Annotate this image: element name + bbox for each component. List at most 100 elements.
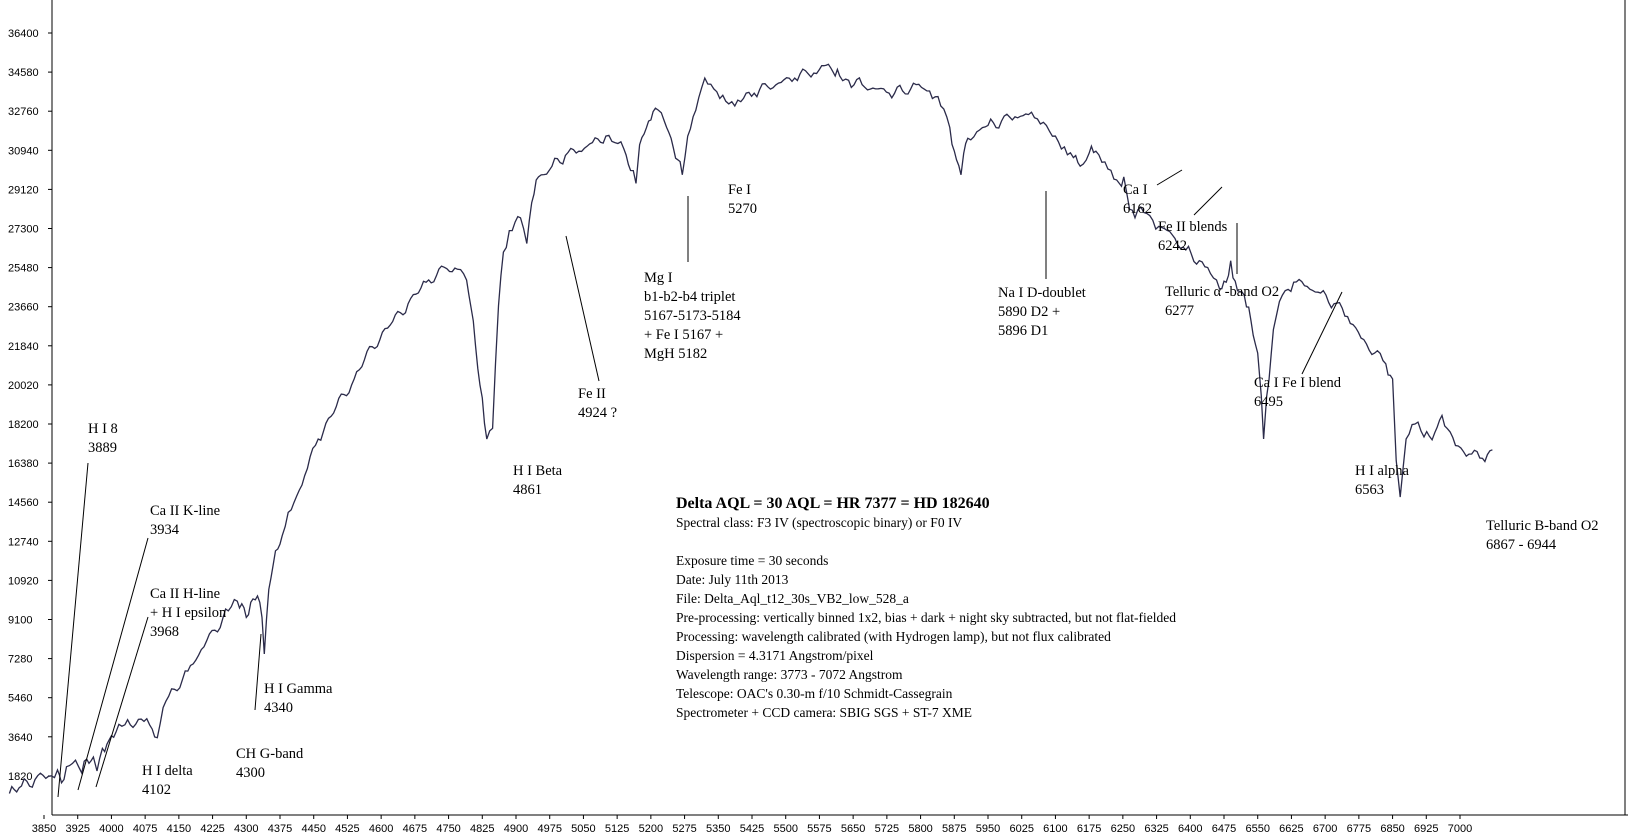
processing: Processing: wavelength calibrated (with …	[676, 629, 1111, 644]
x-tick-label: 4300	[234, 823, 258, 835]
x-tick-label: 5575	[807, 823, 831, 835]
ann-line-feii-blends	[1193, 186, 1223, 216]
y-tick-group: 1820 3640 5460 7280 9100 10920 12740 14560 16380…	[8, 28, 52, 783]
x-tick-label: 4075	[133, 823, 157, 835]
exposure-time: Exposure time = 30 seconds	[676, 553, 828, 568]
x-tick-label: 4975	[537, 823, 561, 835]
annotation-caii-k: Ca II K-line 3934	[150, 503, 224, 538]
x-tick-label: 4525	[335, 823, 359, 835]
ann-line-h8	[57, 462, 89, 798]
file-name: File: Delta_Aql_t12_30s_VB2_low_528_a	[676, 591, 909, 606]
y-tick-label: 7280	[8, 654, 32, 666]
x-tick-label: 5725	[875, 823, 899, 835]
y-tick-label: 23660	[8, 302, 39, 314]
x-tick-label: 5275	[672, 823, 696, 835]
x-tick-label: 3925	[65, 823, 89, 835]
x-tick-label: 6925	[1414, 823, 1438, 835]
ann-line-caii-h	[95, 616, 149, 788]
chart-title: Delta AQL = 30 AQL = HR 7377 = HD 182640	[676, 495, 990, 512]
x-tick-label: 6025	[1009, 823, 1033, 835]
x-tick-label: 5875	[942, 823, 966, 835]
y-tick-label: 36400	[8, 28, 39, 40]
annotation-cai-6162: Ca I 6162	[1123, 182, 1152, 217]
ann-line-caii-k	[77, 537, 149, 791]
y-tick-label: 27300	[8, 224, 39, 236]
annotation-labels: H I 8 3889 Ca II K-line 3934 Ca II H-lin…	[88, 182, 1602, 798]
y-tick-label: 30940	[8, 145, 39, 157]
wavelength-range: Wavelength range: 3773 - 7072 Angstrom	[676, 667, 903, 682]
x-tick-label: 5125	[605, 823, 629, 835]
x-tick-label: 3850	[32, 823, 56, 835]
y-tick-label: 34580	[8, 67, 39, 79]
annotation-ch-gband: CH G-band 4300	[236, 746, 307, 781]
ann-line-feii-4924	[565, 235, 600, 382]
x-tick-label: 4825	[470, 823, 494, 835]
annotation-mgi-triplet: Mg I b1-b2-b4 triplet 5167-5173-5184 + F…	[644, 270, 744, 362]
x-tick-label: 5500	[773, 823, 797, 835]
y-tick-label: 18200	[8, 419, 39, 431]
y-tick-label: 16380	[8, 458, 39, 470]
x-tick-label: 4450	[301, 823, 325, 835]
x-tick-group: 3850 3925 4000 4075 4150 4225 4300 4375 4450 4525…	[32, 815, 1472, 835]
annotation-caii-h: Ca II H-line + H I epsilon 3968	[150, 586, 230, 640]
spectrum-series-line	[8, 63, 1493, 794]
x-tick-label: 5050	[571, 823, 595, 835]
x-tick-label: 6550	[1245, 823, 1269, 835]
x-tick-label: 5800	[908, 823, 932, 835]
annotation-feii-blends: Fe II blends 6242	[1158, 219, 1231, 254]
y-tick-label: 1820	[8, 771, 32, 783]
x-tick-label: 5950	[976, 823, 1000, 835]
x-tick-label: 6400	[1178, 823, 1202, 835]
x-tick-label: 4750	[436, 823, 460, 835]
y-tick-label: 29120	[8, 184, 39, 196]
annotation-lines	[57, 169, 1343, 798]
x-tick-label: 7000	[1448, 823, 1472, 835]
x-tick-label: 4000	[99, 823, 123, 835]
y-tick-label: 12740	[8, 536, 39, 548]
x-tick-label: 5350	[706, 823, 730, 835]
y-tick-label: 5460	[8, 693, 32, 705]
x-tick-label: 6250	[1111, 823, 1135, 835]
annotation-h8: H I 8 3889	[88, 421, 121, 456]
annotation-hi-delta: H I delta 4102	[142, 763, 196, 798]
x-tick-label: 6175	[1077, 823, 1101, 835]
y-tick-label: 9100	[8, 615, 32, 627]
annotation-fei-5270: Fe I 5270	[728, 182, 757, 217]
x-tick-label: 4900	[504, 823, 528, 835]
x-tick-label: 6700	[1313, 823, 1337, 835]
ann-line-cai-fei	[1301, 291, 1343, 375]
annotation-nai-doublet: Na I D-doublet 5890 D2 + 5896 D1	[998, 285, 1089, 339]
y-tick-label: 25480	[8, 263, 39, 275]
observation-date: Date: July 11th 2013	[676, 572, 789, 587]
spectral-class: Spectral class: F3 IV (spectroscopic bin…	[676, 515, 962, 530]
x-tick-label: 5200	[639, 823, 663, 835]
ann-line-ch-gband	[254, 633, 262, 711]
pre-processing: Pre-processing: vertically binned 1x2, b…	[676, 610, 1176, 625]
x-tick-label: 4600	[369, 823, 393, 835]
x-tick-label: 4225	[200, 823, 224, 835]
x-tick-label: 4375	[268, 823, 292, 835]
dispersion: Dispersion = 4.3171 Angstrom/pixel	[676, 648, 874, 663]
x-tick-label: 4675	[403, 823, 427, 835]
y-tick-label: 3640	[8, 732, 32, 744]
y-tick-label: 20020	[8, 380, 39, 392]
x-tick-label: 6325	[1144, 823, 1168, 835]
y-tick-label: 21840	[8, 341, 39, 353]
x-tick-label: 4150	[167, 823, 191, 835]
x-tick-label: 6850	[1380, 823, 1404, 835]
x-tick-label: 6775	[1347, 823, 1371, 835]
annotation-telluric-b: Telluric B-band O2 6867 - 6944	[1486, 518, 1602, 553]
spectrometer: Spectrometer + CCD camera: SBIG SGS + ST…	[676, 705, 972, 720]
ann-line-cai	[1156, 169, 1183, 186]
x-tick-label: 6475	[1212, 823, 1236, 835]
annotation-hi-gamma: H I Gamma 4340	[264, 681, 336, 716]
annotation-telluric-alpha: Telluric α -band O2 6277	[1165, 284, 1283, 319]
y-tick-label: 10920	[8, 575, 39, 587]
x-tick-label: 6625	[1279, 823, 1303, 835]
annotation-cai-fei-blend: Ca I Fe I blend 6495	[1254, 375, 1345, 410]
x-tick-label: 6100	[1043, 823, 1067, 835]
annotation-feii-4924: Fe II 4924 ?	[578, 386, 617, 421]
info-block: Delta AQL = 30 AQL = HR 7377 = HD 182640…	[676, 495, 1176, 720]
y-tick-label: 14560	[8, 497, 39, 509]
